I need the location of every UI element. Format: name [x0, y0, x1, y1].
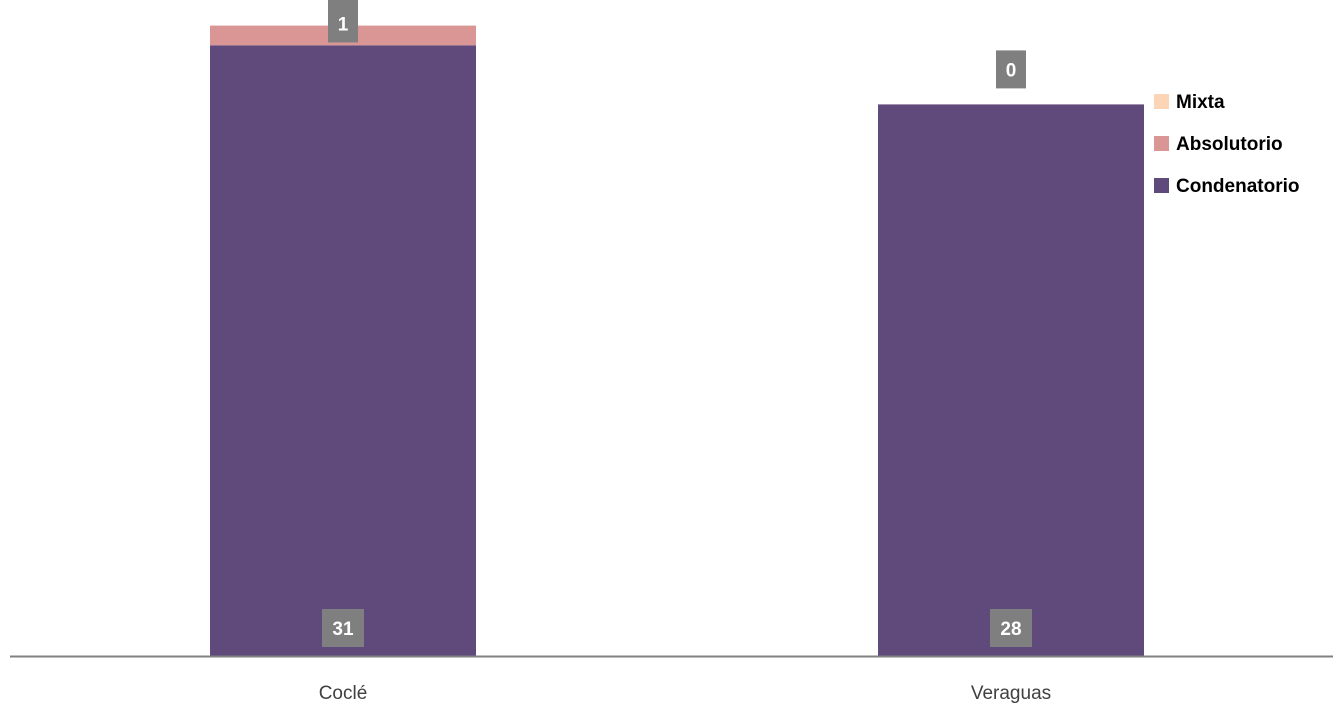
data-label-text: 1 — [338, 14, 349, 35]
legend-label: Condenatorio — [1176, 176, 1300, 197]
legend-swatch — [1154, 136, 1169, 151]
legend-swatch — [1154, 94, 1169, 109]
data-label-veraguas-condenatorio: 28 — [990, 609, 1032, 647]
bar-cocle-condenatorio — [210, 45, 476, 657]
data-labels: 31 1 0 28 0 — [322, 0, 1032, 647]
data-label-box — [322, 609, 364, 647]
legend: Mixta Absolutorio Condenatorio — [1154, 92, 1300, 197]
data-label-text: 31 — [332, 619, 354, 640]
data-label-text: 0 — [1006, 60, 1017, 81]
data-label-cocle-condenatorio: 31 — [322, 609, 364, 647]
bar-veraguas-condenatorio — [878, 104, 1144, 656]
legend-item-absolutorio: Absolutorio — [1154, 134, 1283, 155]
data-label-box — [996, 50, 1026, 89]
legend-item-condenatorio: Condenatorio — [1154, 176, 1300, 197]
legend-label: Absolutorio — [1176, 134, 1283, 155]
data-label-veraguas-mixta: 0 — [996, 50, 1026, 89]
data-label-text: 28 — [1000, 619, 1021, 640]
category-label-veraguas: Veraguas — [971, 683, 1051, 704]
data-label-text: 0 — [338, 0, 349, 3]
data-label-box — [328, 0, 358, 10]
category-label-cocle: Coclé — [319, 683, 368, 704]
data-label-box — [990, 609, 1032, 647]
category-labels: Coclé Veraguas — [319, 683, 1051, 704]
legend-item-mixta: Mixta — [1154, 92, 1225, 113]
legend-swatch — [1154, 178, 1169, 193]
bars-group — [210, 25, 1144, 657]
data-label-cocle-absolutorio: 1 — [328, 4, 358, 43]
legend-label: Mixta — [1176, 92, 1225, 113]
data-label-box — [328, 4, 358, 43]
data-label-cocle-mixta: 0 — [328, 0, 358, 10]
